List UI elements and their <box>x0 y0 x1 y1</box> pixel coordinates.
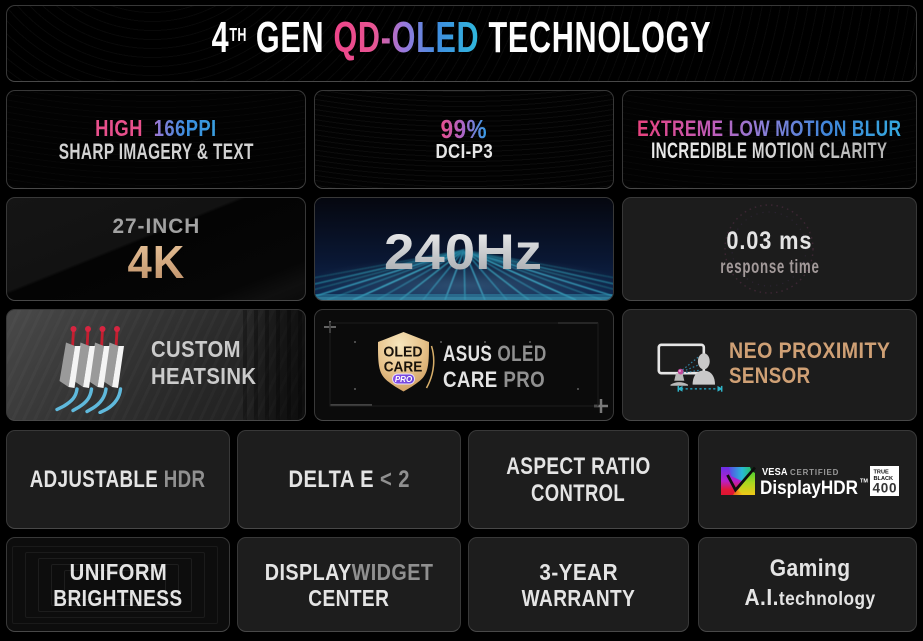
svg-text:240Hz: 240Hz <box>384 224 542 280</box>
svg-text:CARE: CARE <box>384 358 423 374</box>
svg-text:TRUE: TRUE <box>874 470 889 476</box>
svg-text:BLACK: BLACK <box>874 476 894 482</box>
svg-text:TM: TM <box>860 479 868 485</box>
svg-text:DisplayHDR: DisplayHDR <box>760 478 858 498</box>
svg-text:CERTIFIED: CERTIFIED <box>790 468 839 477</box>
svg-text:400: 400 <box>873 481 897 496</box>
svg-text:PRO: PRO <box>395 375 413 384</box>
svg-text:OLED: OLED <box>383 344 422 360</box>
svg-text:VESA: VESA <box>762 467 788 478</box>
